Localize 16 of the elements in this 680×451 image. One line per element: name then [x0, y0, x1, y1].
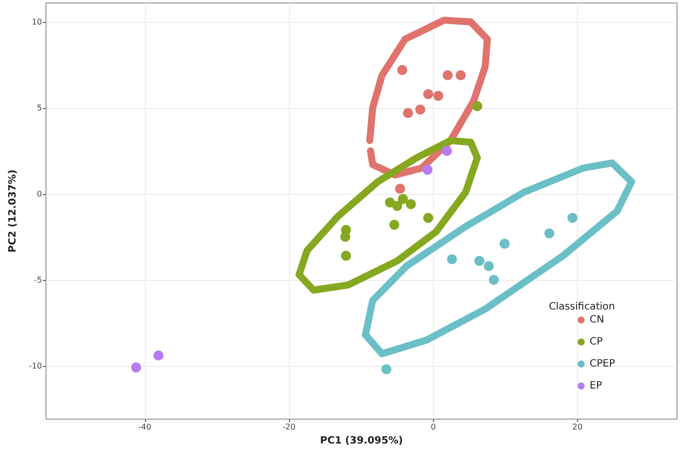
legend-label: CPEP: [590, 358, 616, 370]
y-tick-label: -10: [28, 361, 42, 370]
y-axis-title: PC2 (12.037%): [8, 170, 18, 252]
y-tick-label: 5: [36, 103, 42, 112]
y-tick-label: 0: [36, 189, 42, 198]
x-tick-label: -20: [282, 422, 296, 432]
x-tick-label: -40: [138, 422, 152, 432]
y-tick-label: 10: [32, 17, 42, 26]
legend-label: EP: [590, 380, 602, 392]
x-tick-label: 0: [430, 422, 436, 432]
x-tick-label: 20: [572, 422, 583, 432]
legend-title: Classification: [548, 302, 616, 312]
x-axis-title: PC1 (39.095%): [320, 436, 403, 446]
legend-label: CN: [590, 314, 604, 326]
legend-label: CP: [590, 336, 603, 348]
y-tick-label: -5: [34, 275, 42, 284]
